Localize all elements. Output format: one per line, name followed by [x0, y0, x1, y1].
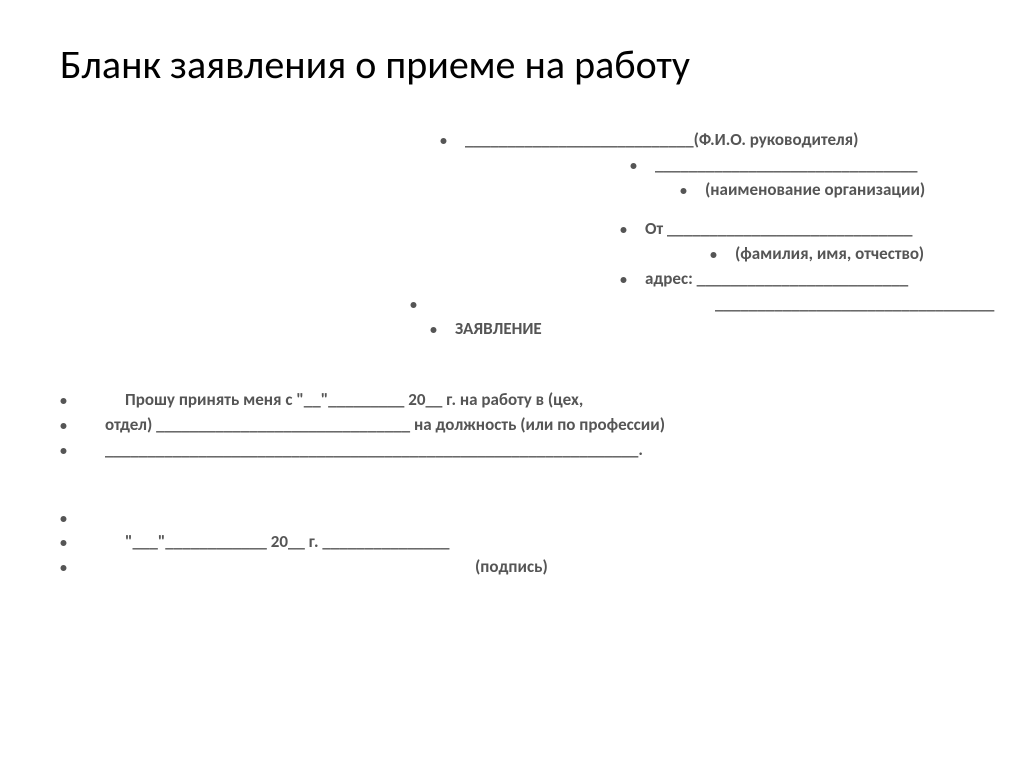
header-line-director: • ___________________________(Ф.И.О. рук…: [440, 129, 964, 150]
header-text-org: (наименование организации): [705, 179, 925, 200]
header-line-fio: • (фамилия, имя, отчество): [710, 243, 964, 264]
header-line-blank1: • _______________________________: [630, 154, 964, 175]
bullet-icon: •: [60, 392, 67, 409]
footer-line-signature: • (подпись): [60, 556, 964, 577]
bullet-icon: •: [60, 510, 67, 527]
page-title: Бланк заявления о приеме на работу: [60, 40, 964, 89]
body-line-2: • отдел) ______________________________ …: [60, 414, 964, 435]
bullet-icon: •: [440, 132, 447, 149]
bullet-icon: •: [430, 321, 437, 338]
header-line-address: • адрес: _________________________: [620, 268, 964, 289]
body-text-3: ________________________________________…: [85, 439, 643, 460]
header-line-org: • (наименование организации): [680, 179, 964, 200]
bullet-icon: •: [60, 534, 67, 551]
footer-text-date: "___"____________ 20__ г. ______________…: [85, 531, 449, 552]
body-line-3: • ______________________________________…: [60, 439, 964, 460]
bullet-icon: •: [60, 417, 67, 434]
bullet-icon: •: [60, 559, 67, 576]
body-block: • Прошу принять меня с "__"_________ 20_…: [60, 389, 964, 460]
header-line-from: • От _____________________________: [620, 218, 964, 239]
header-text-from: От _____________________________: [645, 218, 913, 239]
header-text-fio: (фамилия, имя, отчество): [735, 243, 924, 264]
bullet-icon: •: [680, 182, 687, 199]
header-block: • ___________________________(Ф.И.О. рук…: [60, 129, 964, 339]
footer-text-signature: (подпись): [85, 556, 548, 577]
header-line-blank2: • _________________________________: [410, 293, 964, 314]
bullet-icon: •: [60, 442, 67, 459]
bullet-icon: •: [630, 157, 637, 174]
header-text-blank2: _________________________________: [435, 293, 994, 314]
header-text-blank1: _______________________________: [655, 154, 917, 175]
body-text-2: отдел) ______________________________ на…: [85, 414, 665, 435]
bullet-icon: •: [620, 221, 627, 238]
header-text-director: ___________________________(Ф.И.О. руков…: [465, 129, 858, 150]
footer-line-date: • "___"____________ 20__ г. ____________…: [60, 531, 964, 552]
body-line-1: • Прошу принять меня с "__"_________ 20_…: [60, 389, 964, 410]
footer-block: • • "___"____________ 20__ г. __________…: [60, 510, 964, 577]
header-text-statement: ЗАЯВЛЕНИЕ: [455, 318, 542, 339]
header-line-statement: • ЗАЯВЛЕНИЕ: [430, 318, 964, 339]
bullet-icon: •: [410, 296, 417, 313]
body-text-1: Прошу принять меня с "__"_________ 20__ …: [85, 389, 583, 410]
bullet-icon: •: [710, 246, 717, 263]
footer-line-blank: •: [60, 510, 964, 527]
header-text-address: адрес: _________________________: [645, 268, 908, 289]
bullet-icon: •: [620, 271, 627, 288]
